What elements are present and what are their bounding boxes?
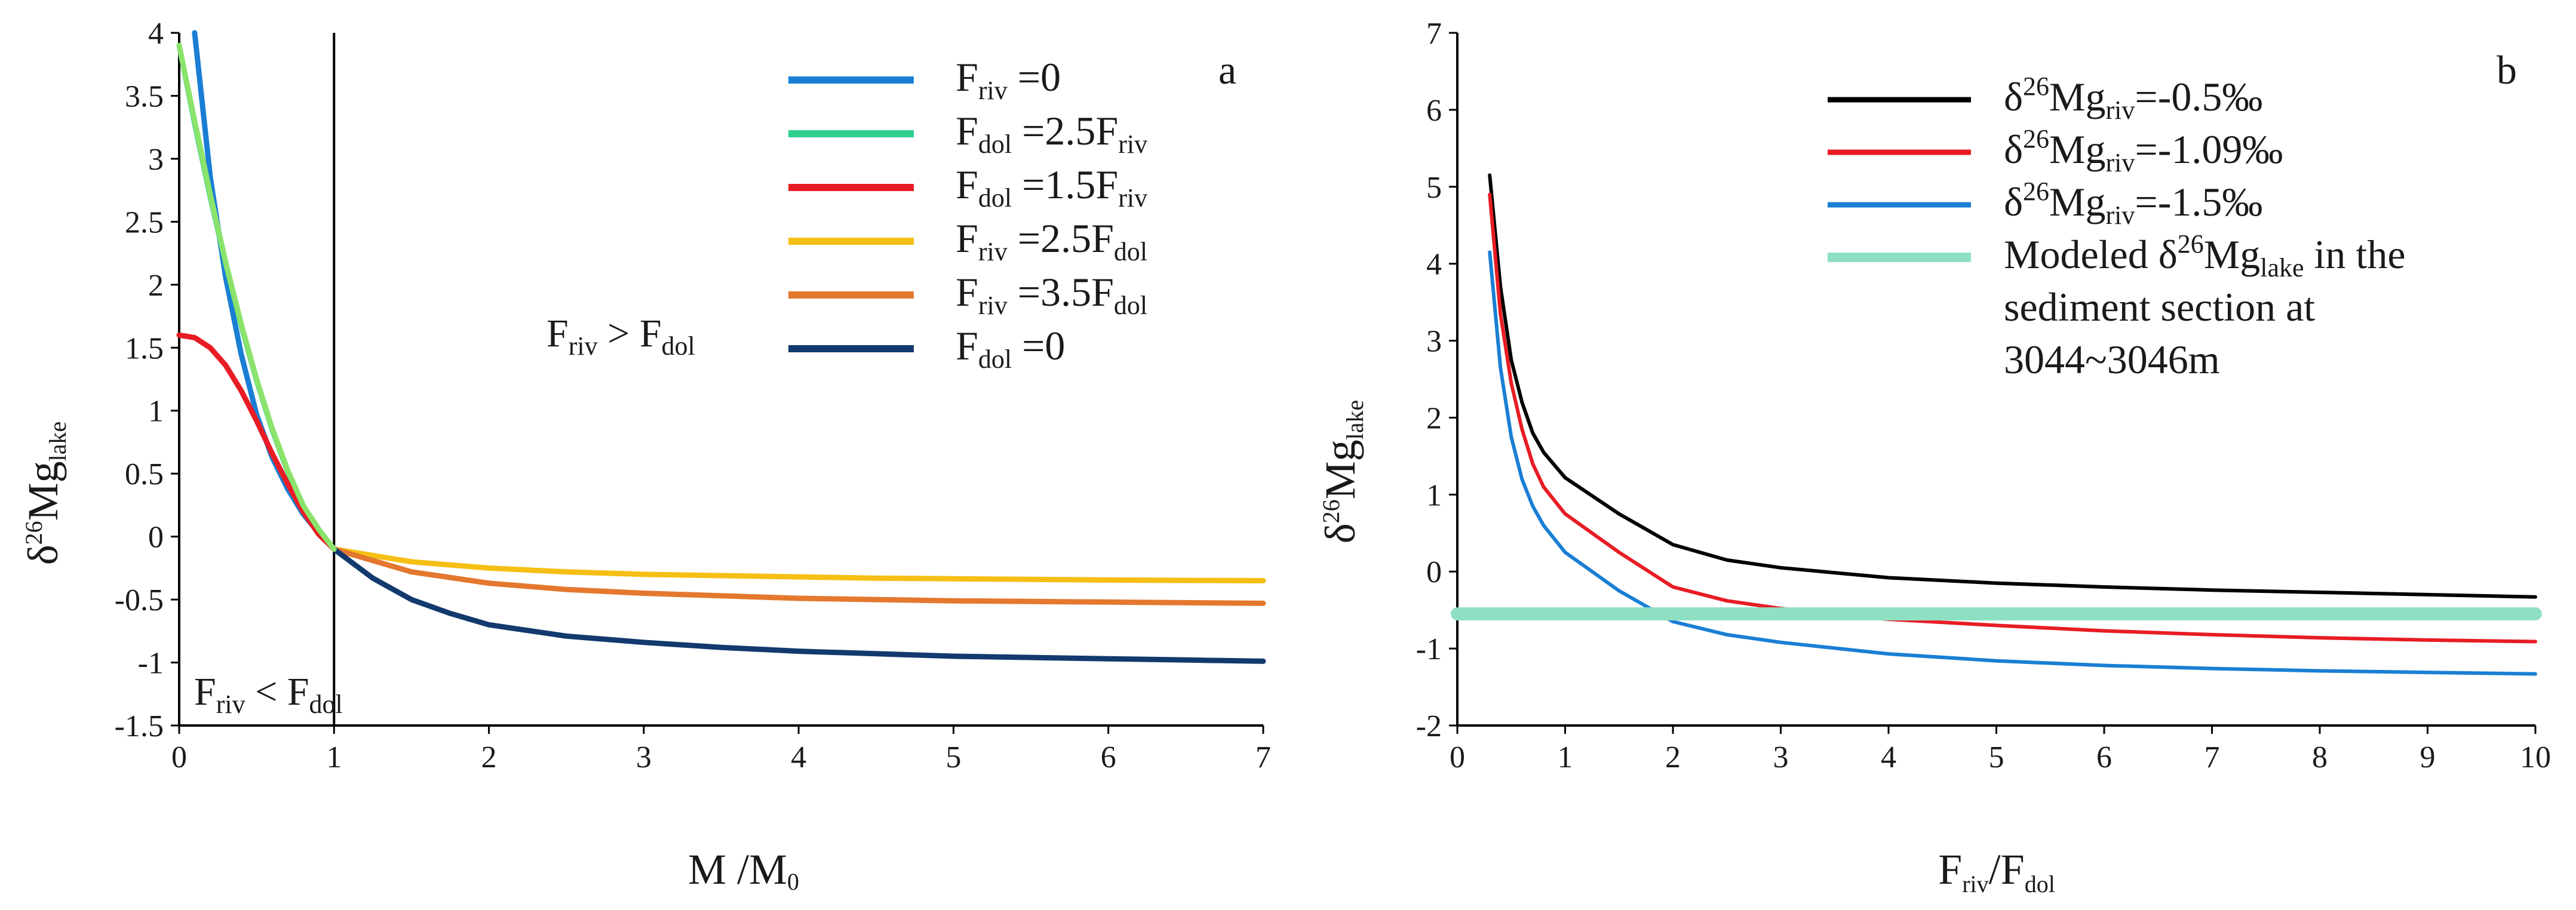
panel-b-ylabel: δ26Mglake (1316, 400, 1368, 544)
panel-a-ylabel: δ26Mglake (19, 422, 71, 565)
y-tick-label: 4 (1426, 248, 1442, 282)
legend-b-entry: δ26Mgriv=-1.09‰ (2004, 124, 2283, 177)
x-tick-label: 3 (636, 740, 652, 774)
series-line-3 (331, 546, 1266, 583)
x-tick-label: 2 (1665, 740, 1681, 774)
x-tick-label: 7 (1255, 740, 1271, 774)
panel-b-series (1451, 173, 2542, 676)
y-tick-label: 3.5 (125, 79, 164, 113)
legend-b-entry-continued: sediment section at (2004, 284, 2315, 330)
x-tick-label: 5 (945, 740, 961, 774)
panel-a-series (176, 30, 1266, 664)
y-tick-label: 1 (1426, 478, 1442, 512)
y-tick-label: -2 (1416, 709, 1442, 743)
panel-a-axes: -1.5 -1 -0.5 0 0.5 1 1.5 2 2.5 3 3.5 4 0 1 2 3 4 5 6 7 (115, 17, 1271, 774)
panel-a-xlabel: M /M0 (688, 846, 799, 895)
panel-a: a -1.5 -1 -0.5 0 0.5 1 1.5 2 2.5 3 3.5 4 0 1 2 3 4 5 6 7 Fr… (19, 17, 1271, 895)
y-tick-label: -1 (138, 647, 164, 681)
y-tick-label: 7 (1426, 17, 1442, 51)
legend-a-entry: Fdol =2.5Friv (956, 108, 1147, 159)
series-line-4 (331, 546, 1266, 606)
y-tick-label: 3 (1426, 325, 1442, 359)
x-tick-label: 4 (1881, 740, 1896, 774)
y-tick-label: 0 (148, 521, 164, 555)
x-tick-label: 0 (171, 740, 187, 774)
x-tick-label: 6 (2096, 740, 2112, 774)
panel-b-label: b (2497, 47, 2517, 93)
legend-b-entry-continued: 3044~3046m (2004, 337, 2220, 382)
series-line-2 (1488, 250, 2537, 676)
panel-a-label: a (1218, 47, 1236, 93)
x-tick-label: 4 (791, 740, 806, 774)
legend-a-entry: Friv =0 (956, 54, 1061, 105)
x-tick-label: 2 (481, 740, 497, 774)
x-tick-label: 9 (2420, 740, 2436, 774)
y-tick-label: 4 (148, 17, 164, 51)
x-tick-label: 1 (326, 740, 342, 774)
panel-b-legend: δ26Mgriv=-0.5‰δ26Mgriv=-1.09‰δ26Mgriv=-1… (1828, 72, 2406, 382)
x-tick-label: 8 (2312, 740, 2328, 774)
legend-a-entry: Friv =3.5Fdol (956, 269, 1147, 320)
series-line-5 (331, 546, 1266, 664)
y-tick-label: 0 (1426, 555, 1442, 589)
x-tick-label: 5 (1989, 740, 2004, 774)
series-line-2 (176, 332, 337, 552)
y-tick-label: 0.5 (125, 457, 164, 491)
legend-b-entry: δ26Mgriv=-1.5‰ (2004, 177, 2262, 230)
legend-a-entry: Fdol =1.5Friv (956, 162, 1147, 213)
y-tick-label: 6 (1426, 94, 1442, 128)
series-line-1 (1488, 192, 2537, 644)
y-tick-label: -0.5 (115, 583, 164, 617)
y-tick-label: 1.5 (125, 331, 164, 365)
series-line-6 (176, 42, 337, 552)
x-tick-label: 10 (2520, 740, 2551, 774)
y-tick-label: 3 (148, 143, 164, 177)
legend-a-entry: Friv =2.5Fdol (956, 216, 1147, 266)
y-tick-label: 5 (1426, 171, 1442, 205)
series-line-0 (1488, 173, 2537, 599)
series-line-0 (192, 30, 337, 552)
panel-b-axes: -2 -1 0 1 2 3 4 5 6 7 0 1 2 3 4 5 6 7 8 9 10 (1416, 17, 2551, 774)
x-tick-label: 6 (1101, 740, 1116, 774)
panel-b-xlabel: Friv/Fdol (1938, 846, 2055, 897)
x-tick-label: 7 (2205, 740, 2220, 774)
x-tick-label: 0 (1450, 740, 1465, 774)
y-tick-label: 1 (148, 395, 164, 429)
annotation-friv-gt-fdol: Friv > Fdol (546, 312, 695, 361)
x-tick-label: 1 (1558, 740, 1573, 774)
y-tick-label: 2 (148, 269, 164, 303)
legend-b-entry: δ26Mgriv=-0.5‰ (2004, 72, 2262, 125)
legend-a-entry: Fdol =0 (956, 323, 1065, 374)
y-tick-label: 2 (1426, 401, 1442, 435)
y-tick-label: -1.5 (115, 709, 164, 743)
panel-b: b -2 -1 0 1 2 3 4 5 6 7 0 1 2 3 4 5 6 7 8 9 10 δ26Mgriv=-0.5… (1316, 17, 2551, 897)
y-tick-label: 2.5 (125, 205, 164, 239)
legend-b-entry: Modeled δ26Mglake in the (2004, 229, 2406, 282)
x-tick-label: 3 (1773, 740, 1789, 774)
y-tick-label: -1 (1416, 632, 1442, 666)
annotation-friv-lt-fdol: Friv < Fdol (194, 670, 343, 719)
